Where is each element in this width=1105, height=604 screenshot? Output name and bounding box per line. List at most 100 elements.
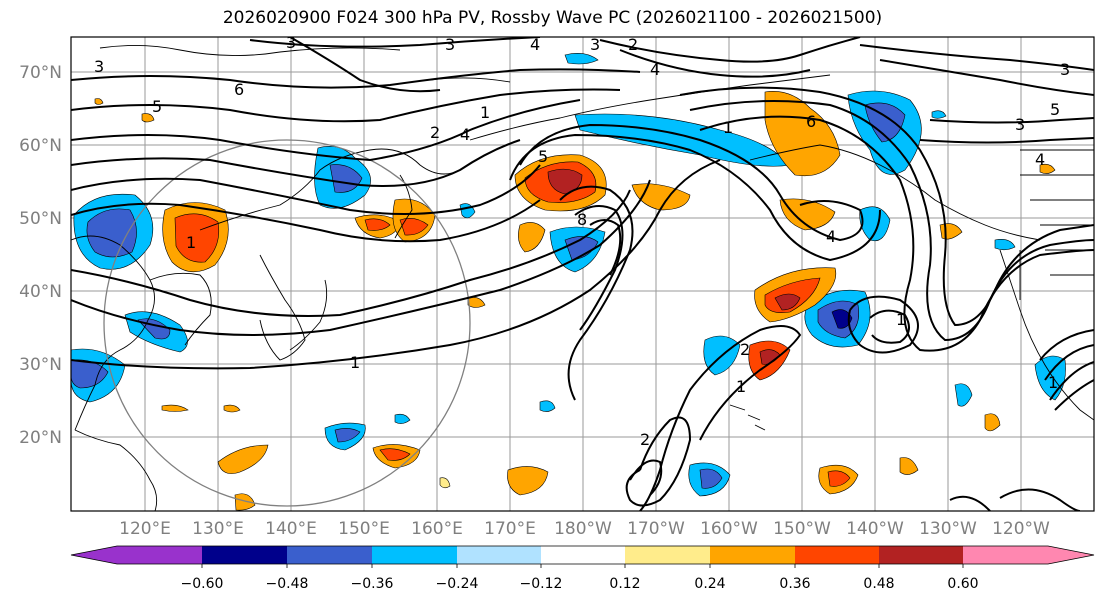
contour-label: 5: [1050, 100, 1060, 119]
lon-label: 150°W: [773, 519, 831, 539]
lon-label: 140°E: [265, 519, 317, 539]
colorbar-segment: [541, 546, 625, 564]
contour-label: 1: [896, 310, 906, 329]
pos-anomaly: [223, 404, 241, 413]
contour-label: 8: [577, 210, 587, 229]
contour-label: 3: [445, 35, 455, 54]
lon-label: 170°E: [484, 519, 536, 539]
neg-anomaly: [394, 413, 411, 424]
pos-anomaly: [518, 222, 546, 253]
colorbar-tick-label: −0.24: [436, 576, 479, 592]
contour-label: 1: [480, 103, 490, 122]
colorbar-tick-label: 0.36: [779, 576, 810, 592]
colorbar: −0.60 −0.48 −0.36 −0.24 −0.12 0.12 0.24 …: [70, 545, 1095, 592]
colorbar-tick-label: 0.24: [694, 576, 725, 592]
neg-anomaly-core: [86, 208, 137, 258]
pos-anomaly: [779, 198, 836, 231]
pos-anomaly: [764, 91, 841, 177]
neg-anomaly: [931, 110, 947, 119]
contour-label: 1: [186, 233, 196, 252]
lon-label: 130°E: [192, 519, 244, 539]
colorbar-tick-label: 0.12: [609, 576, 640, 592]
colorbar-segment: [625, 546, 710, 564]
lon-label: 180°W: [554, 519, 612, 539]
contour-label: 6: [234, 80, 244, 99]
lat-label: 60°N: [19, 136, 62, 156]
lon-label: 120°E: [119, 519, 171, 539]
colorbar-tick-label: 0.48: [863, 576, 894, 592]
contour-label: 3: [94, 57, 104, 76]
lat-label: 40°N: [19, 282, 62, 302]
pos-anomaly: [1039, 163, 1056, 174]
latitude-labels: 70°N 60°N 50°N 40°N 30°N 20°N: [19, 63, 62, 448]
pos-anomaly: [234, 493, 256, 511]
pos-anomaly: [161, 404, 189, 412]
colorbar-segment: [710, 546, 795, 564]
contour-label: 1: [736, 377, 746, 396]
colorbar-segment: [372, 546, 457, 564]
neg-anomaly: [994, 239, 1016, 251]
lon-label: 160°W: [700, 519, 758, 539]
contour-label: 2: [740, 340, 750, 359]
contour-label: 3: [590, 35, 600, 54]
colorbar-tick-label: 0.60: [947, 576, 978, 592]
lat-label: 50°N: [19, 209, 62, 229]
contour-label: 6: [806, 112, 816, 131]
contour-label: 3: [286, 33, 296, 52]
contour-label: 4: [826, 227, 836, 246]
lat-label: 20°N: [19, 428, 62, 448]
pos-anomaly: [439, 477, 451, 489]
colorbar-segment: [71, 546, 202, 564]
contour-label: 1: [723, 118, 733, 137]
contour-label: 3: [1060, 60, 1070, 79]
contour-labels: 3 5 6 3 3 2 4 1 4 3 5 1 5 6 3 4 8 1 4 1 …: [94, 33, 1070, 449]
contour-label: 5: [152, 97, 162, 116]
pos-anomaly: [899, 457, 919, 475]
colorbar-tick-label: −0.12: [520, 576, 563, 592]
colorbar-segment: [202, 546, 287, 564]
colorbar-segment: [457, 546, 541, 564]
contour-label: 4: [530, 35, 540, 54]
colorbar-segment: [795, 546, 879, 564]
contour-label: 4: [650, 60, 660, 79]
colorbar-segment: [879, 546, 963, 564]
lat-label: 70°N: [19, 63, 62, 83]
lon-label: 140°W: [846, 519, 904, 539]
contour-label: 2: [430, 123, 440, 142]
colorbar-tick-label: −0.60: [181, 576, 224, 592]
contour-label: 1: [1048, 373, 1058, 392]
graticule: [71, 37, 1094, 511]
reference-circle: [103, 139, 471, 507]
contour-label: 4: [460, 125, 470, 144]
contour-label: 2: [640, 430, 650, 449]
contour-label: 5: [538, 147, 548, 166]
lon-label: 130°W: [919, 519, 977, 539]
contour-label: 1: [350, 353, 360, 372]
coastlines: [71, 44, 1094, 511]
neg-anomaly: [564, 53, 599, 65]
colorbar-tick-label: −0.48: [266, 576, 309, 592]
pos-anomaly: [467, 297, 486, 308]
contour-label: 4: [1035, 150, 1045, 169]
neg-anomaly: [954, 383, 973, 407]
map-border: [70, 36, 1095, 512]
lon-label: 160°E: [411, 519, 463, 539]
map-title: 2026020900 F024 300 hPa PV, Rossby Wave …: [222, 8, 883, 28]
colorbar-segment: [963, 546, 1094, 564]
colorbar-segment: [287, 546, 372, 564]
pos-anomaly: [94, 98, 104, 105]
pos-anomaly: [984, 413, 1001, 432]
pos-anomaly: [507, 466, 549, 496]
lon-label: 120°W: [992, 519, 1050, 539]
pv-contours: [71, 37, 1094, 511]
contour-label: 2: [628, 35, 638, 54]
colorbar-tick-label: −0.36: [351, 576, 394, 592]
pos-anomaly: [217, 444, 269, 474]
pos-anomaly: [141, 113, 155, 123]
lon-label: 170°W: [627, 519, 685, 539]
lon-label: 150°E: [338, 519, 390, 539]
contour-label: 3: [1015, 115, 1025, 134]
neg-anomaly: [539, 400, 556, 412]
lat-label: 30°N: [19, 355, 62, 375]
